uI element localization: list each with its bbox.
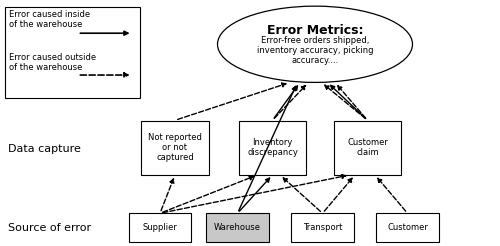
FancyBboxPatch shape <box>239 121 306 175</box>
Text: Customer: Customer <box>387 223 428 232</box>
FancyBboxPatch shape <box>334 121 401 175</box>
Text: Warehouse: Warehouse <box>214 223 261 232</box>
FancyBboxPatch shape <box>376 213 439 242</box>
Text: Source of error: Source of error <box>8 223 90 232</box>
Text: Data capture: Data capture <box>8 144 81 154</box>
Text: Supplier: Supplier <box>142 223 178 232</box>
FancyBboxPatch shape <box>206 213 269 242</box>
Text: Not reported
or not
captured: Not reported or not captured <box>148 133 202 163</box>
Text: Error caused outside
of the warehouse: Error caused outside of the warehouse <box>9 53 96 72</box>
Text: Inventory
discrepancy: Inventory discrepancy <box>247 138 298 157</box>
FancyBboxPatch shape <box>5 7 140 98</box>
FancyBboxPatch shape <box>142 121 209 175</box>
Text: Transport: Transport <box>303 223 342 232</box>
Ellipse shape <box>218 6 412 82</box>
Text: Customer
claim: Customer claim <box>347 138 388 157</box>
Text: Error caused inside
of the warehouse: Error caused inside of the warehouse <box>9 10 90 29</box>
Text: Error-free orders shipped,
inventory accuracy, picking
accuracy....: Error-free orders shipped, inventory acc… <box>257 35 373 65</box>
FancyBboxPatch shape <box>129 213 191 242</box>
FancyBboxPatch shape <box>291 213 354 242</box>
Text: Error Metrics:: Error Metrics: <box>267 24 363 37</box>
